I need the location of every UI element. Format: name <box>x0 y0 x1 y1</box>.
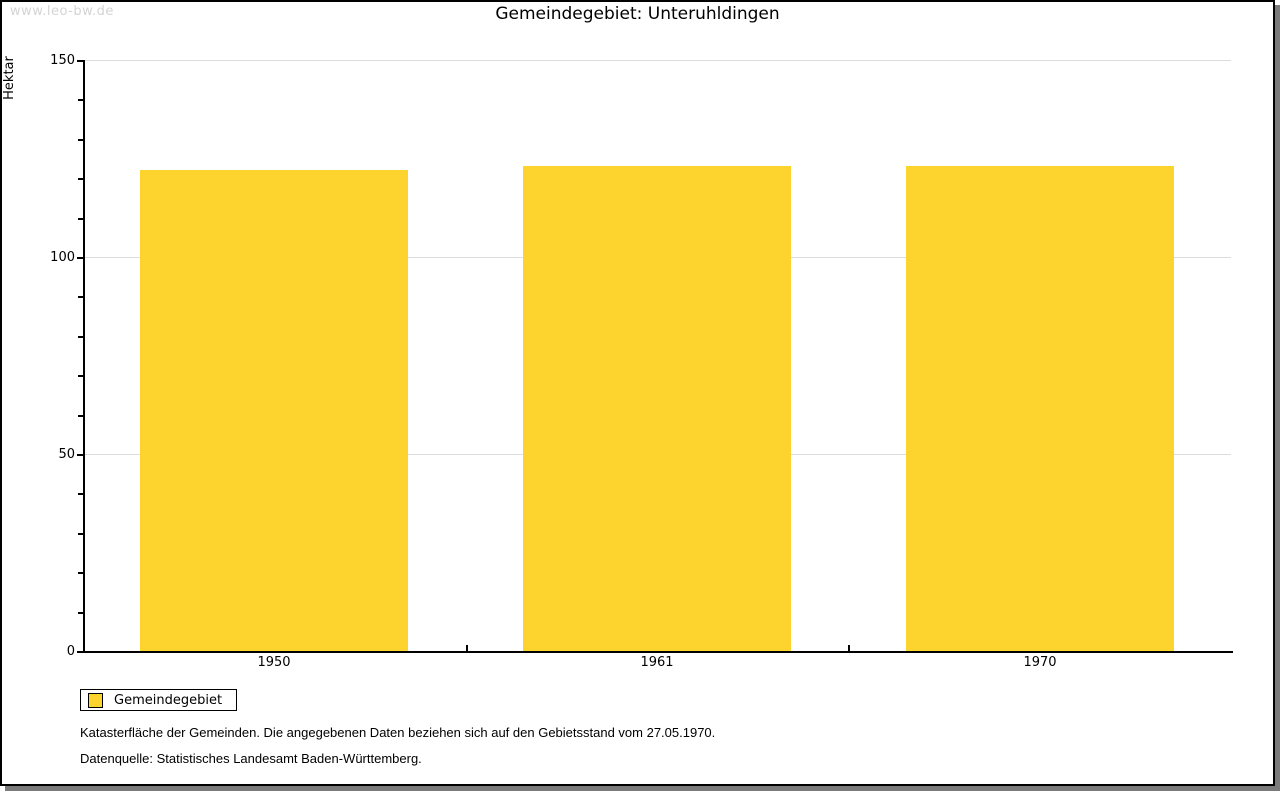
x-boundary-tick-2 <box>848 645 850 651</box>
y-minor-tick-70 <box>78 375 83 377</box>
x-axis-line <box>83 651 1233 653</box>
y-minor-tick-30 <box>78 533 83 535</box>
y-tick-label-100: 100 <box>50 250 75 265</box>
watermark: www.leo-bw.de <box>10 4 114 19</box>
legend-label: Gemeindegebiet <box>114 692 223 708</box>
legend-swatch <box>88 692 103 708</box>
legend: Gemeindegebiet <box>80 689 238 711</box>
y-major-tick-50 <box>77 454 83 456</box>
y-axis-line <box>83 60 85 653</box>
x-tick-label-1970: 1970 <box>1023 655 1057 670</box>
footnote-description: Katasterfläche der Gemeinden. Die angege… <box>80 725 716 740</box>
x-tick-label-1961: 1961 <box>640 655 674 670</box>
footnote-data-source: Datenquelle: Statistisches Landesamt Bad… <box>80 751 422 766</box>
y-tick-label-50: 50 <box>58 447 75 462</box>
y-minor-tick-140 <box>78 99 83 101</box>
bar-1961 <box>523 166 791 651</box>
y-minor-tick-80 <box>78 336 83 338</box>
x-boundary-tick-1 <box>466 645 468 651</box>
y-major-tick-0 <box>77 651 83 653</box>
bar-1950 <box>140 170 408 651</box>
y-major-tick-150 <box>77 60 83 62</box>
y-minor-tick-110 <box>78 218 83 220</box>
y-minor-tick-120 <box>78 178 83 180</box>
y-minor-tick-10 <box>78 612 83 614</box>
y-major-tick-100 <box>77 257 83 259</box>
y-minor-tick-20 <box>78 572 83 574</box>
chart-title: Gemeindegebiet: Unteruhldingen <box>495 4 780 24</box>
y-minor-tick-90 <box>78 296 83 298</box>
y-tick-label-150: 150 <box>50 53 75 68</box>
y-minor-tick-40 <box>78 493 83 495</box>
y-minor-tick-60 <box>78 415 83 417</box>
bar-1970 <box>906 166 1174 651</box>
y-tick-label-0: 0 <box>66 644 75 659</box>
y-minor-tick-130 <box>78 139 83 141</box>
y-axis-label: Hektar <box>2 56 17 100</box>
x-tick-label-1950: 1950 <box>257 655 291 670</box>
gridline-150 <box>85 60 1231 61</box>
